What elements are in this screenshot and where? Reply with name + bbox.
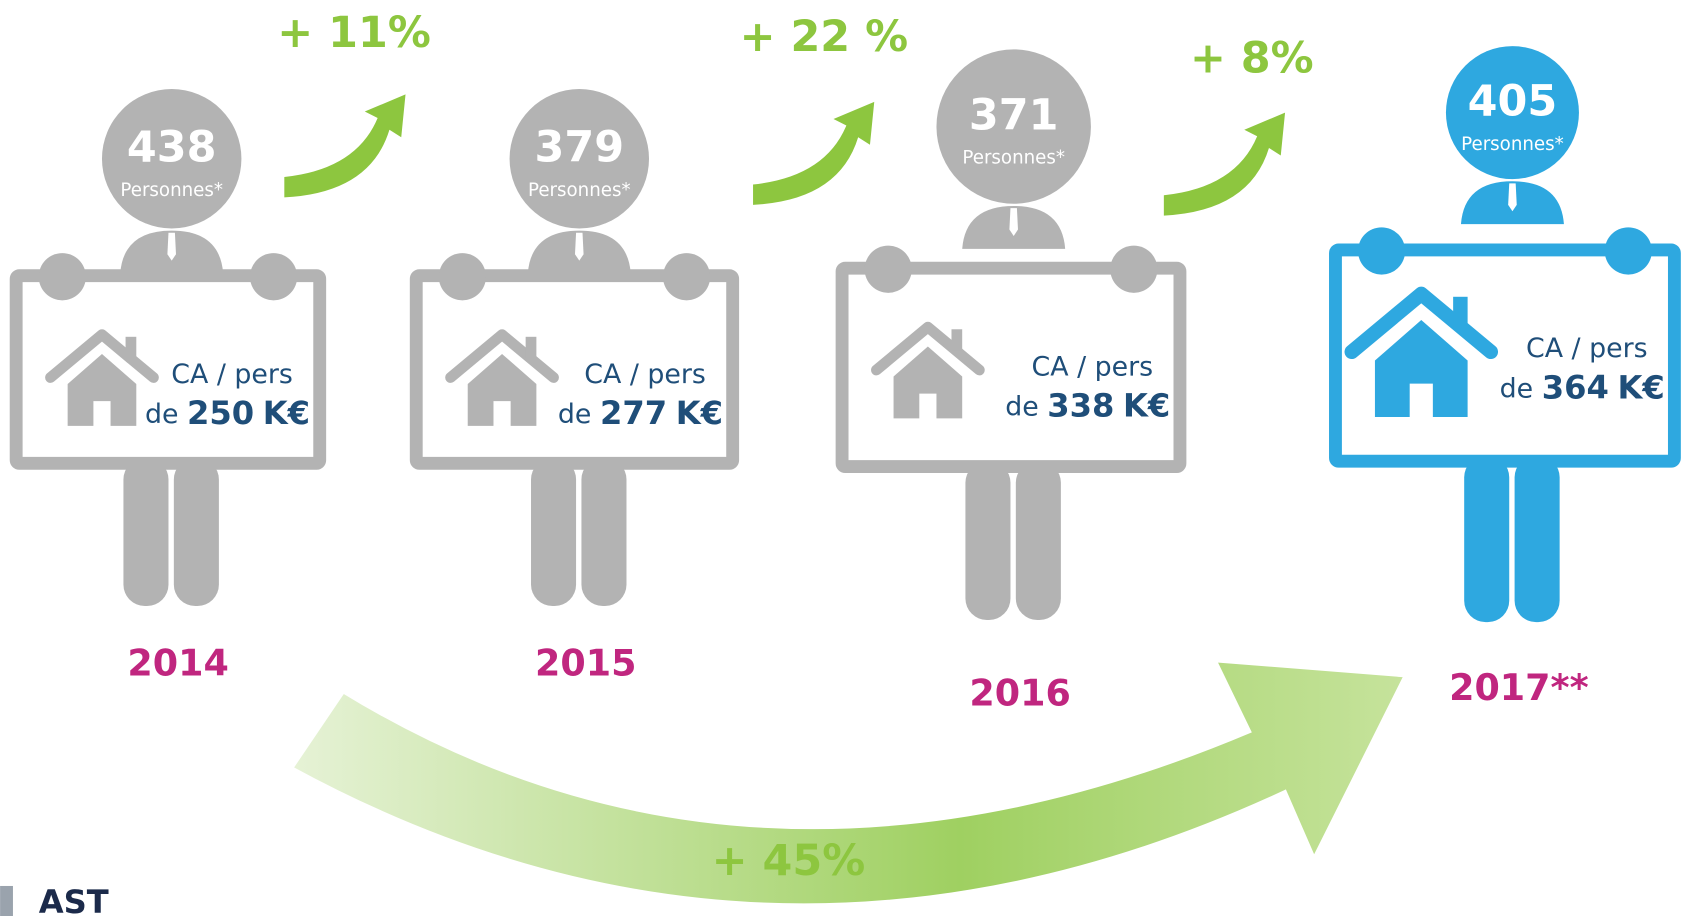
year: 2017** <box>1449 666 1589 709</box>
person-label: Personnes* <box>1461 134 1564 155</box>
ca-part: K€ <box>263 394 310 432</box>
ca-part: 250 <box>187 394 254 432</box>
infographic: 438Personnes*CA / persde250K€2014379Pers… <box>0 0 1682 916</box>
ca-part: K€ <box>1617 368 1664 406</box>
growth-label: + 8% <box>1190 34 1314 84</box>
ca-part: K€ <box>676 394 723 432</box>
house-chimney <box>526 337 537 358</box>
house-chimney <box>126 337 137 358</box>
person-count: 405 <box>1468 77 1558 127</box>
hand <box>663 253 710 300</box>
ca-part: 364 <box>1542 368 1609 406</box>
total-growth-label: + 45% <box>712 836 866 886</box>
hand <box>439 253 486 300</box>
person-count: 438 <box>127 123 217 173</box>
hand <box>1110 246 1157 293</box>
ca-part: K€ <box>1123 387 1170 425</box>
house-chimney <box>1453 297 1467 326</box>
person-label: Personnes* <box>120 180 223 201</box>
growth-arrow <box>284 94 405 197</box>
leg <box>1464 456 1509 622</box>
page: 438Personnes*CA / persde250K€2014379Pers… <box>0 0 1682 916</box>
hand <box>1605 227 1652 274</box>
ca-part: 338 <box>1047 387 1114 425</box>
leg <box>965 461 1010 620</box>
ca-part: de <box>1005 391 1039 422</box>
leg <box>123 458 168 606</box>
logo: AST <box>39 883 109 916</box>
growth-label: + 22 % <box>740 12 908 62</box>
hand <box>865 246 912 293</box>
growth-label: + 11% <box>277 8 431 58</box>
leg <box>1016 461 1061 620</box>
ca-label: CA / pers <box>1526 333 1648 364</box>
leg <box>1515 456 1560 622</box>
hand <box>250 253 297 300</box>
growth-arrow <box>1164 113 1285 216</box>
logo-mark <box>0 886 13 916</box>
ca-label: CA / pers <box>171 359 293 390</box>
leg <box>581 458 626 606</box>
year: 2014 <box>127 642 228 685</box>
ca-label: CA / pers <box>1032 351 1154 382</box>
ca-part: 277 <box>600 394 667 432</box>
leg <box>531 458 576 606</box>
hand <box>1358 227 1405 274</box>
house-chimney <box>951 329 962 350</box>
ca-part: de <box>1500 373 1534 404</box>
hand <box>39 253 86 300</box>
leg <box>174 458 219 606</box>
ca-part: de <box>145 399 178 430</box>
small-arrows <box>284 94 1285 215</box>
ca-part: de <box>558 399 592 430</box>
year: 2015 <box>535 642 636 685</box>
person-label: Personnes* <box>962 148 1065 169</box>
growth-arrow <box>753 102 874 205</box>
year: 2016 <box>969 672 1070 715</box>
person-label: Personnes* <box>528 180 631 201</box>
person-count: 371 <box>969 90 1059 140</box>
ca-label: CA / pers <box>584 359 706 390</box>
person-count: 379 <box>535 123 625 173</box>
